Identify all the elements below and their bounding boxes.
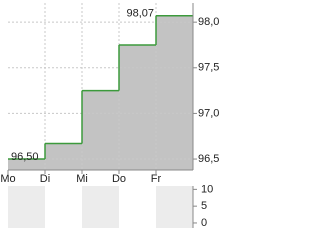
x-tick-label: Fr — [151, 173, 162, 185]
area — [156, 15, 193, 171]
x-tick-label: Do — [112, 173, 126, 185]
value-label: 98,07 — [126, 8, 154, 20]
volume-band — [82, 186, 119, 228]
y-tick-label: 96,5 — [198, 153, 219, 165]
area — [45, 143, 82, 170]
area — [119, 44, 156, 170]
volume-band — [8, 186, 45, 228]
x-tick-label: Di — [40, 173, 50, 185]
y-tick-label: 10 — [201, 183, 213, 195]
area — [82, 90, 119, 170]
chart: 96,50 98,07 96,5 97,0 97,5 98,0 Mo Di Mi Do Fr 0 5 10 — [0, 3, 220, 229]
y-tick-label: 97,5 — [198, 62, 219, 74]
x-tick-label: Mi — [76, 173, 88, 185]
y-tick-label: 5 — [201, 200, 207, 212]
value-label: 96,50 — [11, 151, 39, 163]
x-tick-label: Mo — [0, 173, 15, 185]
volume-band — [156, 186, 193, 228]
y-tick-label: 97,0 — [198, 107, 219, 119]
y-tick-label: 98,0 — [198, 16, 219, 28]
y-tick-label: 0 — [201, 217, 207, 229]
area — [8, 159, 45, 170]
